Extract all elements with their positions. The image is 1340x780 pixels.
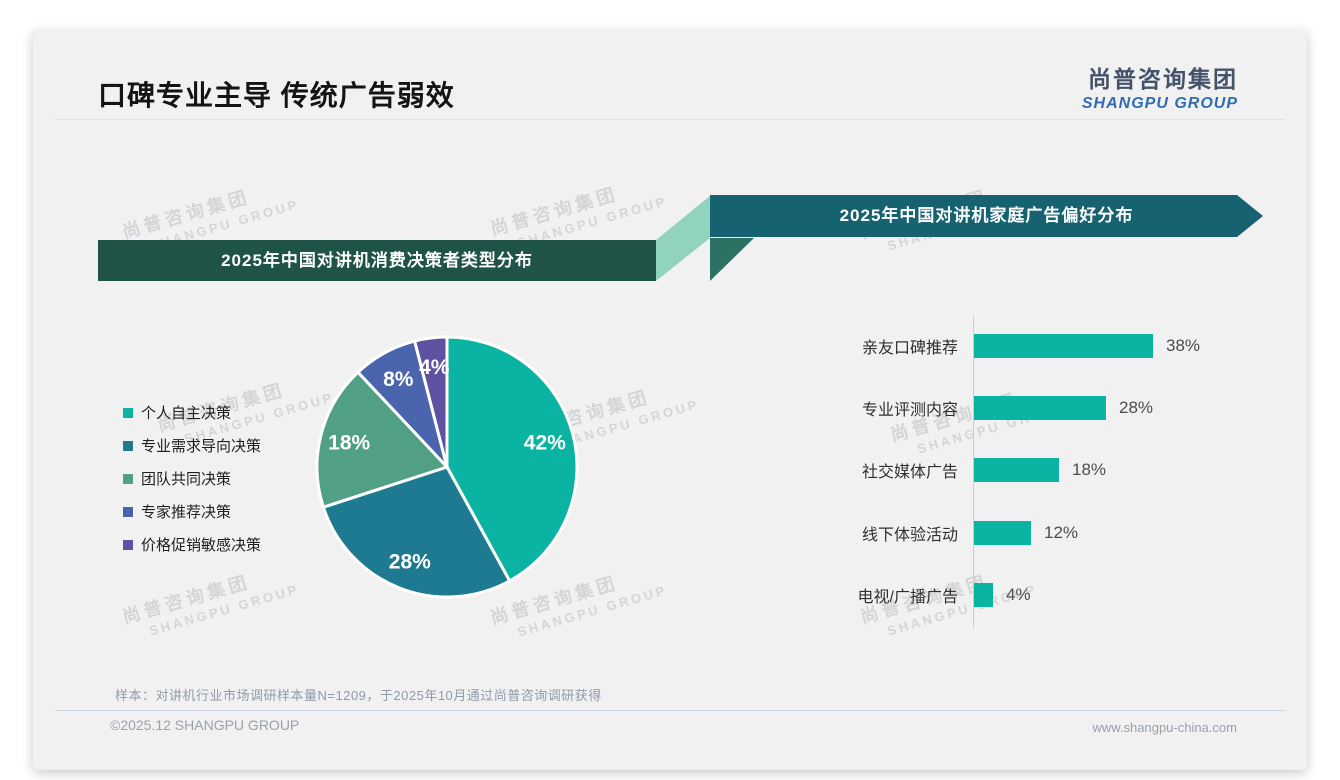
footer-copyright: ©2025.12 SHANGPU GROUP <box>110 717 300 733</box>
logo-english-text: SHANGPU GROUP <box>1081 95 1238 112</box>
logo-chinese-text: 尚普咨询集团 <box>1088 66 1238 92</box>
bar-value-label: 18% <box>1072 460 1107 480</box>
page-title: 口碑专业主导 传统广告弱效 <box>98 80 455 111</box>
legend-label: 专业需求导向决策 <box>141 438 262 455</box>
bar-category-label: 亲友口碑推荐 <box>861 340 958 357</box>
company-logo: 尚普咨询集团 SHANGPU GROUP <box>1082 60 1238 113</box>
bar-row: 线下体验活动 12% <box>773 520 1079 545</box>
footer-website: www.shangpu-china.com <box>1092 720 1237 735</box>
legend-label: 团队共同决策 <box>141 471 232 488</box>
pie-slice <box>315 370 449 509</box>
legend-swatch <box>123 539 133 550</box>
legend-item: 团队共同决策 <box>123 468 261 489</box>
bar-category-label: 线下体验活动 <box>861 526 958 544</box>
bar-row: 电视/广播广告 4% <box>773 582 1031 607</box>
slide-card: 尚普咨询集团 SHANGPU GROUP 尚普咨询集团 SHANGPU GROUP 尚普… <box>33 30 1307 770</box>
bar-fill <box>974 582 993 607</box>
pie-slice <box>413 335 449 469</box>
watermark-cn: 尚普咨询集团 <box>488 183 621 240</box>
banner-connector-ribbon <box>656 196 754 281</box>
bar-category-label: 专业评测内容 <box>861 402 958 420</box>
bar-fill <box>974 396 1106 421</box>
bar-category-label: 社交媒体广告 <box>861 464 958 482</box>
bar-value-label: 38% <box>1166 336 1201 355</box>
bar-fill <box>974 520 1031 545</box>
legend-label: 价格促销敏感决策 <box>141 537 262 554</box>
bar-fill <box>974 334 1153 358</box>
pie-slice <box>321 465 512 599</box>
title-divider <box>55 119 1285 120</box>
legend-item: 价格促销敏感决策 <box>123 534 261 555</box>
pie-data-label: 18% <box>328 431 370 454</box>
pie-slice <box>445 335 579 583</box>
bar-chart-title-banner: 2025年中国对讲机家庭广告偏好分布 <box>710 195 1263 237</box>
bar-row: 社交媒体广告 18% <box>773 458 1107 483</box>
pie-chart-title-banner: 2025年中国对讲机消费决策者类型分布 <box>98 240 656 281</box>
pie-data-label: 42% <box>524 431 566 454</box>
legend-swatch <box>123 473 133 484</box>
footer-divider <box>55 710 1285 711</box>
watermark-en: SHANGPU GROUP <box>147 581 302 639</box>
legend-swatch <box>123 407 133 418</box>
pie-data-label: 8% <box>383 368 414 391</box>
pie-data-label: 28% <box>389 550 431 573</box>
bar-row: 专业评测内容 28% <box>773 396 1154 421</box>
bar-value-label: 28% <box>1119 398 1154 418</box>
legend-label: 专家推荐决策 <box>141 504 232 521</box>
bar-value-label: 4% <box>1006 584 1031 604</box>
legend-swatch <box>123 440 133 451</box>
bar-fill <box>974 458 1059 483</box>
legend-swatch <box>123 506 133 517</box>
sample-footnote: 样本：对讲机行业市场调研样本量N=1209，于2025年10月通过尚普咨询调研获… <box>115 688 602 703</box>
pie-data-label: 4% <box>419 356 450 379</box>
legend-label: 个人自主决策 <box>141 405 232 422</box>
pie-chart: 42% 28% 18% 8%4% <box>315 335 579 599</box>
pie-legend: 个人自主决策专业需求导向决策 团队共同决策 专家推荐决策价格促销敏感决策 <box>123 402 261 567</box>
bar-chart-axis-line <box>973 316 974 628</box>
legend-item: 专业需求导向决策 <box>123 435 261 456</box>
legend-item: 专家推荐决策 <box>123 501 261 522</box>
bar-value-label: 12% <box>1044 522 1079 542</box>
bar-row: 亲友口碑推荐 38% <box>773 334 1200 358</box>
watermark-cn: 尚普咨询集团 <box>120 186 253 243</box>
legend-item: 个人自主决策 <box>123 402 261 423</box>
bar-category-label: 电视/广播广告 <box>857 588 958 606</box>
